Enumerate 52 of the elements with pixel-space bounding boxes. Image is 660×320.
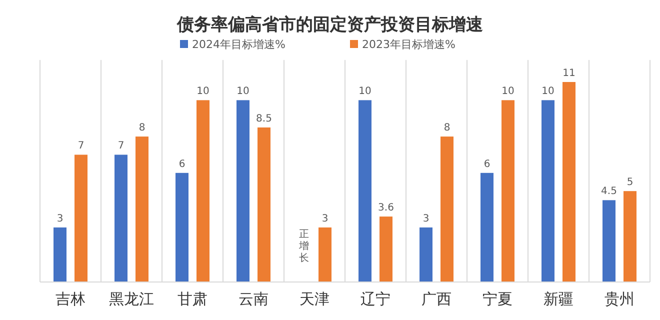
x-tick-label: 宁夏 [482, 290, 512, 308]
x-tick-label: 辽宁 [360, 290, 390, 308]
data-label: 10 [542, 86, 554, 98]
legend-label: 2024年目标增速% [192, 38, 286, 51]
x-tick-label: 黑龙江 [109, 290, 154, 308]
bar [196, 100, 210, 282]
bar [624, 191, 636, 282]
bar [602, 200, 616, 282]
data-label: 10 [236, 86, 250, 98]
bar [440, 136, 454, 282]
bar [176, 172, 188, 282]
data-label: 5 [626, 177, 634, 188]
bar [380, 216, 392, 282]
text: 正增长 [299, 229, 309, 264]
bar [318, 227, 332, 282]
bar [358, 100, 372, 282]
data-label: 8 [444, 122, 450, 134]
bar [258, 127, 270, 282]
data-label: 6 [178, 158, 186, 170]
data-label: 10 [502, 86, 514, 98]
data-label: 6 [484, 158, 490, 170]
x-tick-label: 天津 [300, 290, 330, 308]
data-label: 11 [562, 68, 576, 79]
x-tick-label: 云南 [238, 290, 268, 308]
bar [136, 136, 148, 282]
bar [480, 172, 494, 282]
x-tick-label: 广西 [422, 290, 452, 308]
data-label: 7 [78, 140, 84, 152]
data-label: 10 [196, 86, 210, 98]
data-label: 8.5 [256, 113, 272, 124]
data-label: 8 [138, 122, 146, 134]
bar [114, 154, 128, 282]
bar [542, 100, 554, 282]
data-label: 4.5 [601, 186, 617, 198]
bar [420, 227, 432, 282]
legend-label: 2023年目标增速% [362, 38, 456, 51]
bar [502, 100, 514, 282]
bar [74, 154, 88, 282]
x-tick-label: 吉林 [56, 290, 86, 308]
bar [236, 100, 250, 282]
data-label: 7 [118, 140, 124, 152]
x-tick-label: 新疆 [544, 290, 574, 308]
data-label: 3.6 [378, 202, 394, 214]
bar [54, 227, 66, 282]
x-tick-label: 甘肃 [178, 290, 208, 308]
chart-title: 债务率偏高省市的固定资产投资目标增速 [176, 15, 483, 35]
x-tick-label: 贵州 [604, 290, 634, 308]
data-label: 3 [56, 213, 64, 224]
data-label: 3 [422, 213, 430, 224]
data-label: 3 [322, 213, 328, 224]
bar [562, 82, 576, 282]
data-label: 10 [358, 86, 372, 98]
